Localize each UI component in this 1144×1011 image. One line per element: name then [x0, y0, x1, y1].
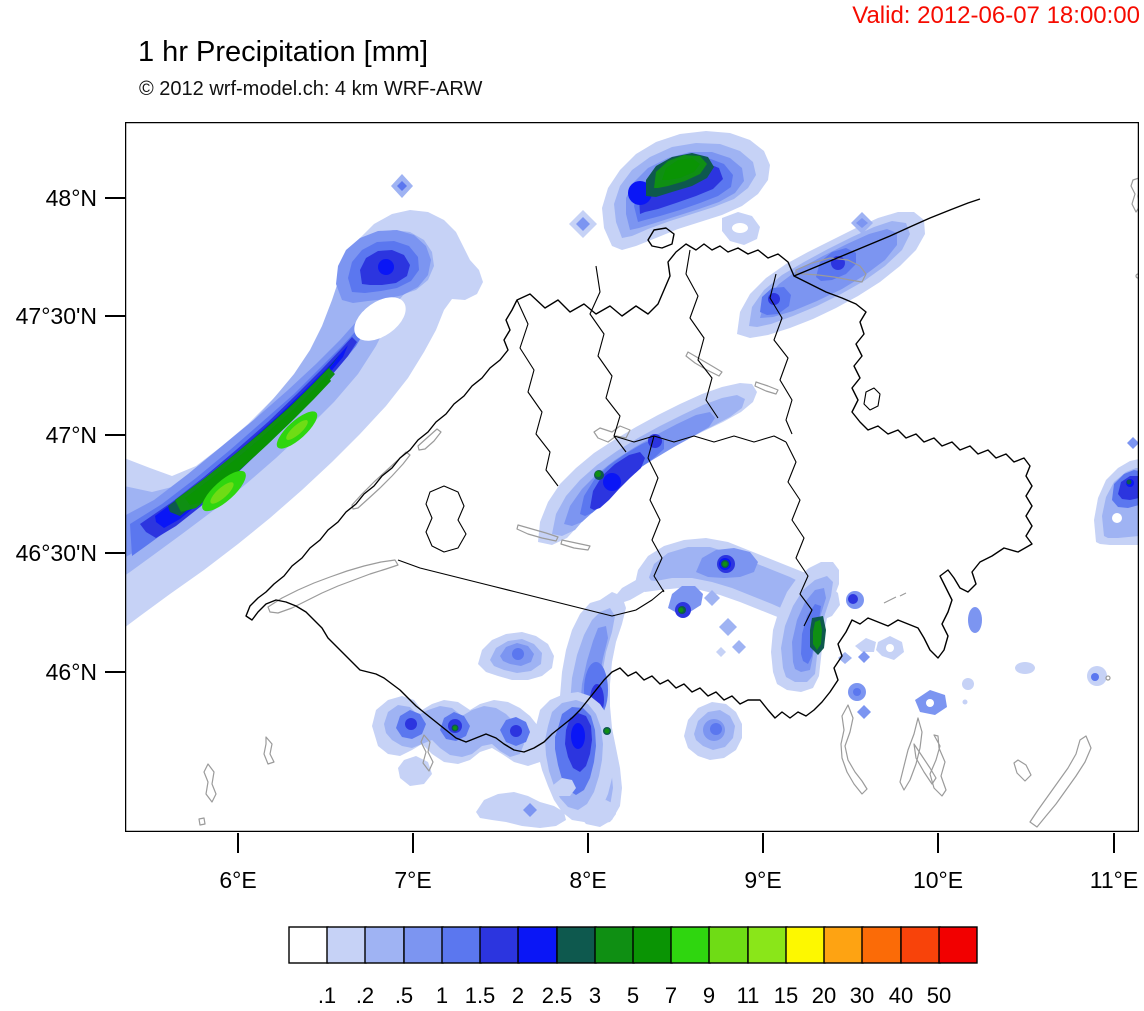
colorbar-cell — [517, 926, 558, 964]
y-tick-label: 47°30'N — [16, 303, 97, 329]
colorbar-cell — [594, 926, 635, 964]
colorbar-cell — [670, 926, 711, 964]
colorbar-label: 30 — [850, 983, 874, 1008]
colorbar-cell — [479, 926, 520, 964]
colorbar-cell — [938, 926, 978, 964]
colorbar-cell — [326, 926, 367, 964]
colorbar-cell — [288, 926, 329, 964]
colorbar-label: .2 — [356, 983, 374, 1008]
colorbar-cell — [364, 926, 405, 964]
precip-blob-north-green-core — [602, 131, 770, 250]
colorbar-label: 11 — [737, 983, 760, 1008]
colorbar-cell — [785, 926, 826, 964]
colorbar-label: .5 — [395, 983, 413, 1008]
x-axis-labels: 6°E 7°E 8°E 9°E 10°E 11°E — [219, 867, 1138, 893]
colorbar-cell — [708, 926, 749, 964]
y-tick-label: 47°N — [46, 422, 97, 448]
canton-borders — [397, 249, 881, 627]
x-tick-label: 9°E — [744, 867, 781, 893]
colorbar-cell — [900, 926, 941, 964]
precip-band-east-with-green-sliver — [771, 562, 839, 692]
colorbar-cell — [747, 926, 788, 964]
colorbar-label: 7 — [665, 983, 677, 1008]
colorbar-label: 9 — [703, 983, 715, 1008]
colorbar-cell — [861, 926, 902, 964]
colorbar-label: 20 — [812, 983, 836, 1008]
colorbar-label: 2 — [512, 983, 524, 1008]
y-tick-label: 46°30'N — [16, 540, 97, 566]
country-border-switzerland — [245, 198, 1033, 753]
precip-chain-southwest — [372, 696, 546, 786]
y-axis-labels: 48°N 47°30'N 47°N 46°30'N 46°N — [16, 185, 97, 685]
colorbar-label: 2.5 — [542, 983, 573, 1008]
colorbar-labels: .1 .2 .5 1 1.5 2 2.5 3 5 7 9 11 15 20 30… — [318, 983, 951, 1008]
y-tick-label: 46°N — [46, 659, 97, 685]
page-title: 1 hr Precipitation [mm] — [138, 36, 429, 68]
colorbar-cell — [823, 926, 864, 964]
precip-blob-round-south — [684, 702, 742, 760]
colorbar-cell — [632, 926, 673, 964]
colorbar-label: 1 — [436, 983, 448, 1008]
precip-blob-valais-west — [478, 632, 554, 680]
colorbar-label: 5 — [627, 983, 639, 1008]
precip-band-central — [538, 383, 757, 545]
y-tick-label: 48°N — [46, 185, 97, 211]
x-tick-label: 11°E — [1090, 867, 1138, 893]
colorbar-label: 3 — [589, 983, 601, 1008]
precip-band-northwest — [125, 210, 483, 628]
colorbar-cell — [556, 926, 597, 964]
colorbar-label: 40 — [889, 983, 913, 1008]
precip-blob-right-edge — [1094, 437, 1139, 545]
x-tick-label: 10°E — [913, 867, 963, 893]
colorbar — [288, 926, 978, 964]
colorbar-label: 15 — [774, 983, 798, 1008]
x-tick-label: 7°E — [394, 867, 431, 893]
valid-timestamp: Valid: 2012-06-07 18:00:00 — [852, 2, 1140, 29]
precip-band-northeast — [737, 212, 925, 338]
colorbar-label: .1 — [318, 983, 336, 1008]
copyright-model-line: © 2012 wrf-model.ch: 4 km WRF-ARW — [139, 78, 483, 100]
colorbar-label: 50 — [927, 983, 951, 1008]
y-axis — [105, 197, 125, 673]
x-axis — [237, 833, 1115, 853]
colorbar-label: 1.5 — [465, 983, 496, 1008]
colorbar-cell — [441, 926, 482, 964]
x-tick-label: 8°E — [569, 867, 606, 893]
precip-scattered-small-blobs — [391, 174, 1107, 828]
x-tick-label: 6°E — [219, 867, 256, 893]
colorbar-cell — [403, 926, 444, 964]
